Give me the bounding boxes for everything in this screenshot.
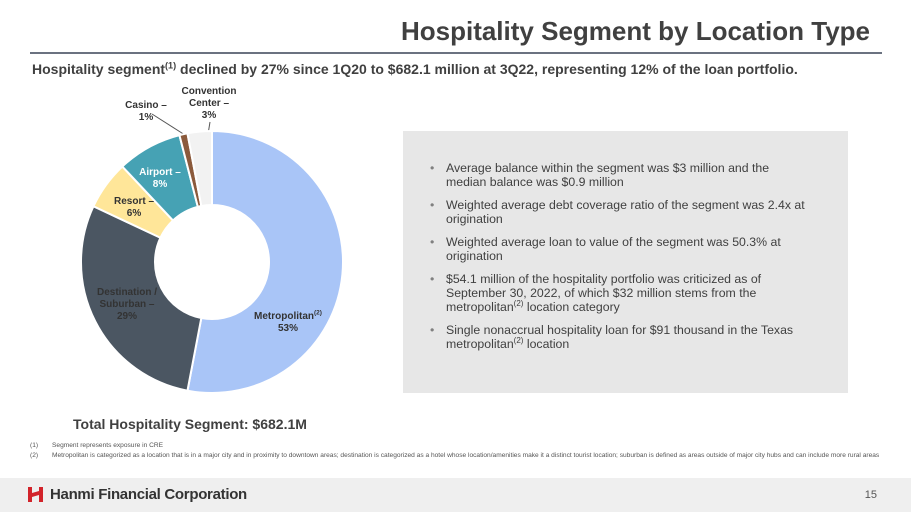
slice-name: Metropolitan bbox=[254, 311, 315, 322]
text-run: Weighted average debt coverage ratio of … bbox=[446, 198, 805, 226]
slice-name: Resort – bbox=[113, 196, 154, 207]
slice-value: 8% bbox=[152, 179, 168, 190]
text-run: Single nonaccrual hospitality loan for $… bbox=[446, 323, 794, 351]
footnote-marker: (1) bbox=[30, 442, 39, 449]
superscript: (1) bbox=[165, 60, 177, 71]
slice-label: Casino –1% bbox=[121, 100, 171, 124]
slice-label: Convention Center –3% bbox=[177, 86, 241, 122]
slice-value: 29% bbox=[116, 311, 137, 322]
donut-slice bbox=[186, 129, 213, 208]
bullet: Single nonaccrual hospitality loan for $… bbox=[430, 323, 805, 351]
slice-name: Airport – bbox=[139, 167, 181, 178]
superscript: (2) bbox=[513, 298, 524, 308]
text-run: Weighted average loan to value of the se… bbox=[446, 235, 781, 263]
bullet: Average balance within the segment was $… bbox=[430, 161, 805, 189]
slice-value: 53% bbox=[277, 323, 298, 334]
donut-slice bbox=[80, 204, 203, 392]
footnote-marker: (2) bbox=[30, 452, 39, 459]
company-name: Hanmi Financial Corporation bbox=[50, 486, 247, 503]
subtitle: Hospitality segment(1) declined by 27% s… bbox=[32, 61, 798, 77]
page-number: 15 bbox=[864, 489, 877, 501]
slice-name: Convention Center – bbox=[181, 86, 237, 109]
footnote-text: Segment represents exposure in CRE bbox=[52, 442, 164, 449]
footer-bar bbox=[0, 478, 911, 512]
donut-slice bbox=[186, 129, 344, 394]
leader-line bbox=[151, 113, 186, 136]
slice-value: 3% bbox=[201, 110, 217, 121]
slice-name: Destination / Suburban – bbox=[96, 287, 157, 310]
text-run: Average balance within the segment was $… bbox=[446, 161, 770, 189]
bullet-list: Average balance within the segment was $… bbox=[430, 161, 805, 360]
bullet: $54.1 million of the hospitality portfol… bbox=[430, 272, 805, 314]
chart-caption: Total Hospitality Segment: $682.1M bbox=[73, 416, 307, 432]
footnote-text: Metropolitan is categorized as a locatio… bbox=[52, 452, 880, 459]
text-run: $54.1 million of the hospitality portfol… bbox=[446, 272, 762, 314]
text-run: location bbox=[523, 337, 570, 351]
superscript: (2) bbox=[513, 335, 524, 345]
text-run: Hospitality segment bbox=[32, 61, 166, 77]
slice-label: Destination / Suburban –29% bbox=[87, 287, 167, 323]
title-rule bbox=[30, 52, 882, 54]
slice-label: Airport –8% bbox=[135, 167, 185, 191]
logo-icon bbox=[28, 487, 43, 502]
slice-name: Casino – bbox=[125, 100, 167, 111]
slide-title: Hospitality Segment by Location Type bbox=[400, 16, 870, 46]
footnote: (1) Segment represents exposure in CRE bbox=[30, 441, 880, 450]
footnote: (2) Metropolitan is categorized as a loca… bbox=[30, 451, 880, 460]
text-run: location category bbox=[523, 300, 620, 314]
slice-label: Metropolitan(2) 53% bbox=[248, 309, 328, 335]
slice-value: 6% bbox=[126, 208, 142, 219]
text-run: declined by 27% since 1Q20 to $682.1 mil… bbox=[176, 61, 798, 77]
slice-label: Resort –6% bbox=[104, 196, 164, 220]
superscript: (2) bbox=[314, 309, 322, 317]
bullet: Weighted average debt coverage ratio of … bbox=[430, 198, 805, 226]
slice-value: 1% bbox=[138, 112, 154, 123]
bullet: Weighted average loan to value of the se… bbox=[430, 235, 805, 263]
